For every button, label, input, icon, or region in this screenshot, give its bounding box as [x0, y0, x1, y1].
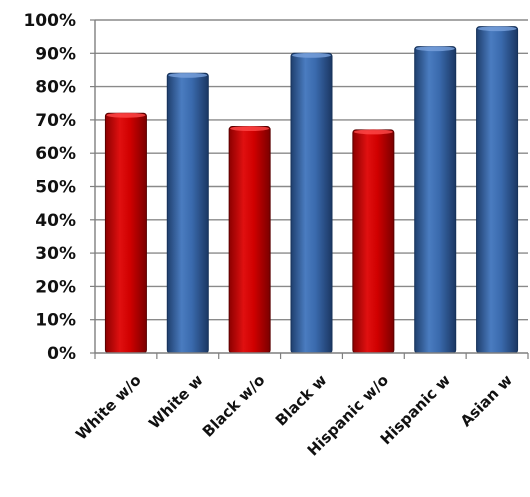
y-tick-label: 10% — [35, 311, 76, 331]
bar — [476, 26, 519, 354]
y-tick-label: 100% — [23, 11, 76, 31]
bar-rect — [228, 126, 271, 354]
x-category-label: White w — [145, 371, 206, 432]
bar-rect — [290, 52, 333, 354]
x-category-label: Asian w — [457, 371, 516, 430]
bar-rect — [476, 26, 519, 354]
bar-top-highlight — [353, 129, 393, 135]
bar — [414, 46, 457, 354]
bar-rect — [414, 46, 457, 354]
y-tick-label: 80% — [35, 78, 76, 98]
bar-rect — [104, 112, 147, 354]
y-tick-label: 30% — [35, 244, 76, 264]
bar — [352, 129, 395, 354]
bar — [290, 52, 333, 354]
bar-rect — [352, 129, 395, 354]
y-tick-label: 40% — [35, 211, 76, 231]
bar — [228, 126, 271, 354]
y-tick-label: 20% — [35, 277, 76, 297]
bar-top-highlight — [230, 126, 270, 132]
bar-top-highlight — [477, 26, 517, 32]
bar — [104, 112, 147, 354]
x-category-label: Black w — [272, 371, 331, 430]
x-category-label: Black w/o — [199, 371, 269, 441]
y-tick-label: 90% — [35, 44, 76, 64]
axes — [90, 19, 529, 359]
y-tick-label: 0% — [47, 344, 76, 364]
bar — [166, 72, 209, 354]
y-tick-label: 70% — [35, 111, 76, 131]
y-tick-label: 60% — [35, 144, 76, 164]
bar-top-highlight — [168, 72, 208, 78]
bars — [104, 26, 519, 354]
y-axis-tick-labels: 0% 10% 20% 30% 40% 50% 60% 70% 80% 90% 100% — [23, 11, 76, 364]
bar-rect — [166, 72, 209, 354]
bar-top-highlight — [292, 52, 331, 58]
y-tick-label: 50% — [35, 178, 76, 198]
x-category-label: White w/o — [72, 371, 145, 444]
bar-top-highlight — [106, 112, 146, 118]
bar-top-highlight — [415, 46, 455, 52]
